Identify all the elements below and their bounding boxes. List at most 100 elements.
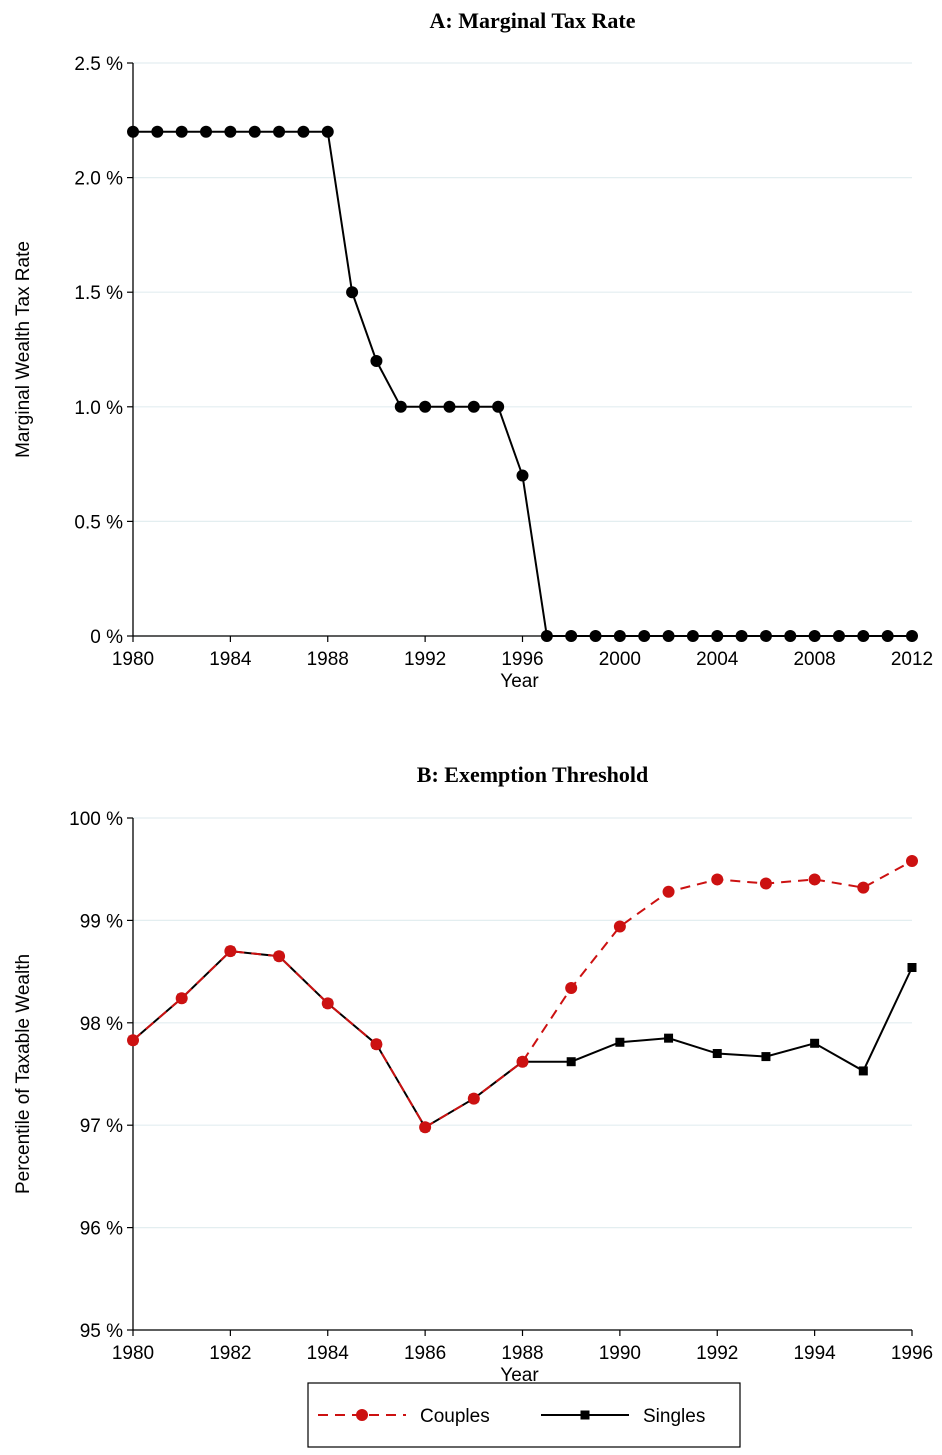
- marker: [881, 630, 894, 642]
- marker: [857, 630, 870, 642]
- marker: [664, 1033, 674, 1043]
- marker: [662, 630, 675, 642]
- marker: [712, 1049, 722, 1059]
- legend-label: Singles: [643, 1406, 705, 1427]
- marker: [615, 1037, 625, 1047]
- marker: [419, 400, 432, 413]
- marker: [273, 125, 286, 138]
- marker: [662, 885, 675, 898]
- y-tick-label: 100 %: [69, 809, 123, 830]
- marker: [858, 1066, 868, 1076]
- marker: [711, 630, 724, 642]
- marker: [810, 1038, 820, 1048]
- marker: [808, 630, 821, 642]
- marker: [224, 945, 237, 958]
- marker: [613, 920, 626, 933]
- marker: [540, 630, 553, 642]
- marker: [906, 855, 918, 868]
- marker: [808, 873, 821, 886]
- marker: [200, 125, 213, 138]
- x-tick-label: 1992: [696, 1343, 738, 1364]
- y-tick-label: 2.5 %: [74, 54, 123, 75]
- x-tick-label: 2008: [793, 649, 835, 670]
- x-tick-label: 2004: [696, 649, 739, 670]
- marker: [297, 125, 310, 138]
- marker: [906, 630, 918, 642]
- legend-label: Couples: [420, 1406, 490, 1427]
- x-tick-label: 1984: [209, 649, 252, 670]
- marker: [321, 125, 334, 138]
- marker: [321, 997, 334, 1010]
- marker: [151, 125, 164, 138]
- x-tick-label: 1992: [404, 649, 446, 670]
- legend-marker: [580, 1410, 590, 1420]
- marker: [127, 125, 139, 138]
- y-tick-label: 98 %: [80, 1014, 123, 1035]
- data-line: [132, 950, 913, 1129]
- marker: [175, 125, 188, 138]
- y-tick-label: 95 %: [80, 1321, 123, 1342]
- x-tick-label: 1990: [599, 1343, 641, 1364]
- marker: [516, 1055, 529, 1068]
- marker: [565, 630, 578, 642]
- marker: [467, 1092, 480, 1105]
- marker: [273, 950, 286, 963]
- y-tick-label: 1.0 %: [74, 398, 123, 419]
- x-tick-label: 1988: [307, 649, 349, 670]
- marker: [467, 400, 480, 413]
- marker: [686, 630, 699, 642]
- x-tick-label: 2012: [891, 649, 933, 670]
- marker: [566, 1057, 576, 1067]
- marker: [759, 877, 772, 890]
- marker: [857, 881, 870, 894]
- marker: [248, 125, 261, 138]
- y-tick-label: 97 %: [80, 1116, 123, 1137]
- y-tick-label: 99 %: [80, 911, 123, 932]
- marker: [492, 400, 505, 413]
- marker: [224, 125, 237, 138]
- x-tick-label: 1980: [112, 1343, 154, 1364]
- y-axis-label: Percentile of Taxable Wealth: [13, 954, 34, 1194]
- marker: [443, 400, 456, 413]
- x-axis-label: Year: [500, 671, 539, 692]
- marker: [589, 630, 602, 642]
- marker: [127, 1034, 139, 1047]
- marker: [370, 1038, 383, 1051]
- x-tick-label: 1996: [891, 1343, 933, 1364]
- x-tick-label: 1986: [404, 1343, 446, 1364]
- x-tick-label: 1984: [307, 1343, 350, 1364]
- x-axis-label: Year: [500, 1365, 539, 1386]
- y-tick-label: 0.5 %: [74, 512, 123, 533]
- x-tick-label: 1988: [501, 1343, 543, 1364]
- chart-title: B: Exemption Threshold: [417, 762, 648, 787]
- y-tick-label: 2.0 %: [74, 169, 123, 190]
- marker: [784, 630, 797, 642]
- marker: [175, 992, 188, 1005]
- data-line: [133, 130, 912, 637]
- marker: [613, 630, 626, 642]
- legend-marker: [356, 1409, 368, 1421]
- marker: [832, 630, 845, 642]
- marker: [761, 1052, 771, 1062]
- marker: [735, 630, 748, 642]
- x-tick-label: 2000: [599, 649, 641, 670]
- x-tick-label: 1982: [209, 1343, 251, 1364]
- marker: [759, 630, 772, 642]
- x-tick-label: 1994: [793, 1343, 836, 1364]
- marker: [711, 873, 724, 886]
- marker: [346, 286, 359, 299]
- x-tick-label: 1980: [112, 649, 154, 670]
- chart-title: A: Marginal Tax Rate: [430, 8, 636, 33]
- y-tick-label: 96 %: [80, 1219, 123, 1240]
- marker: [419, 1121, 432, 1134]
- x-tick-label: 1996: [501, 649, 543, 670]
- marker: [565, 981, 578, 994]
- y-axis-label: Marginal Wealth Tax Rate: [13, 241, 34, 458]
- legend-box: [307, 1382, 741, 1448]
- data-line: [132, 860, 913, 1129]
- marker: [370, 354, 383, 367]
- marker: [638, 630, 651, 642]
- marker: [516, 469, 529, 482]
- marker: [394, 400, 407, 413]
